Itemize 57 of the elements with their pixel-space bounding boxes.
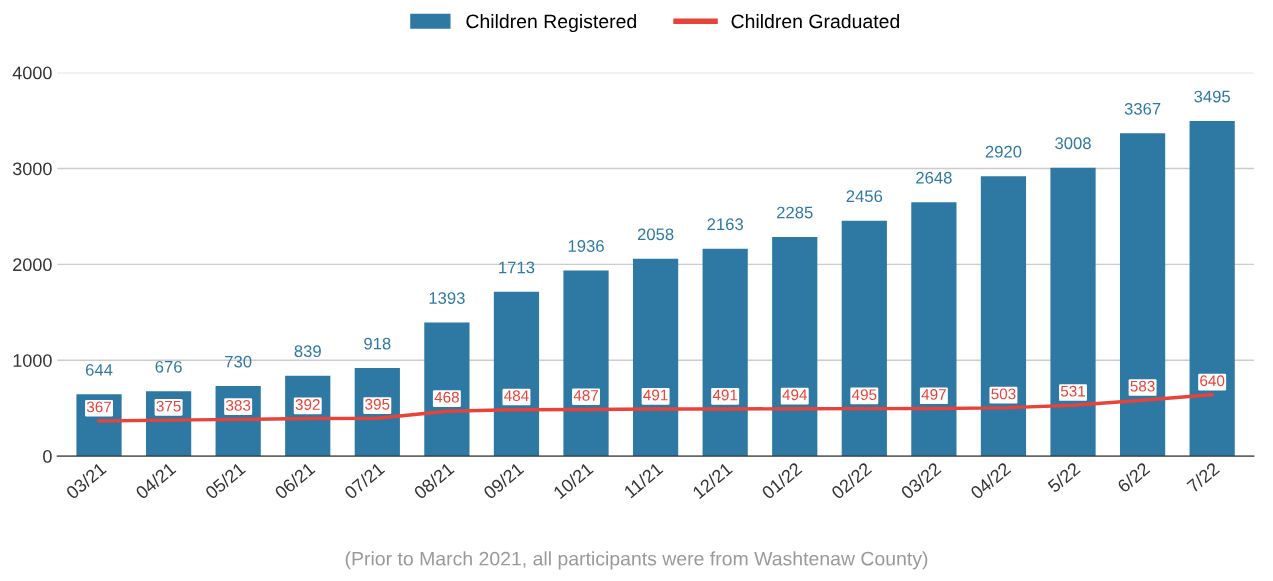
data-label: 367 [86, 401, 112, 413]
data-label: 491 [643, 389, 668, 401]
data-label: 2163 [707, 218, 743, 231]
y-tick-label: 4000 [12, 66, 52, 80]
bar [424, 322, 470, 457]
data-label: 383 [226, 399, 251, 411]
legend-label: Children Registered [466, 13, 636, 33]
x-tick-label: 5/22 [1046, 461, 1081, 494]
y-tick-label: 2000 [13, 258, 52, 272]
bar [1050, 167, 1096, 457]
data-label: 730 [225, 355, 252, 368]
data-label: 2920 [985, 145, 1022, 158]
data-label: 839 [294, 345, 321, 358]
data-label: 2285 [777, 206, 813, 219]
bar [980, 176, 1027, 457]
data-label: 392 [295, 399, 320, 410]
data-label: 375 [156, 400, 181, 412]
bar [772, 237, 818, 457]
y-tick-label: 0 [43, 450, 52, 463]
bar [1189, 121, 1235, 457]
data-label: 644 [85, 363, 113, 376]
data-label: 487 [573, 390, 598, 401]
x-tick-label: 6/22 [1116, 461, 1151, 494]
data-label: 583 [1130, 380, 1155, 392]
data-label: 2648 [916, 171, 952, 184]
data-label: 1713 [499, 261, 535, 274]
bar [702, 248, 748, 457]
bar [841, 220, 887, 457]
data-label: 491 [712, 389, 738, 401]
data-label: 1393 [429, 292, 465, 304]
x-tick-label: 7/22 [1185, 461, 1220, 494]
bar [911, 202, 957, 457]
bar [632, 258, 679, 457]
data-label: 3495 [1194, 90, 1230, 103]
data-label: 531 [1060, 385, 1086, 397]
data-label: 3367 [1124, 102, 1161, 115]
data-label: 2058 [637, 228, 674, 241]
data-label: 640 [1200, 375, 1225, 387]
data-label: 497 [921, 389, 946, 400]
legend-label: Children Graduated [731, 13, 900, 29]
data-label: 2456 [846, 190, 883, 203]
data-label: 484 [504, 390, 529, 402]
bar [563, 270, 609, 457]
data-label: 676 [155, 360, 182, 373]
data-label: 503 [991, 388, 1016, 400]
y-tick-label: 1000 [13, 354, 52, 367]
data-label: 494 [782, 389, 808, 401]
data-label: 918 [364, 337, 391, 350]
data-label: 395 [365, 398, 390, 410]
y-tick-label: 3000 [12, 162, 52, 176]
data-label: 468 [434, 391, 459, 403]
data-label: 1936 [568, 240, 604, 252]
bar [493, 291, 540, 457]
bar [1119, 133, 1166, 457]
text: (Prior to March 2021, all participants were from Washtenaw County) [345, 551, 928, 570]
data-label: 3008 [1055, 137, 1091, 150]
data-label: 495 [851, 389, 877, 401]
